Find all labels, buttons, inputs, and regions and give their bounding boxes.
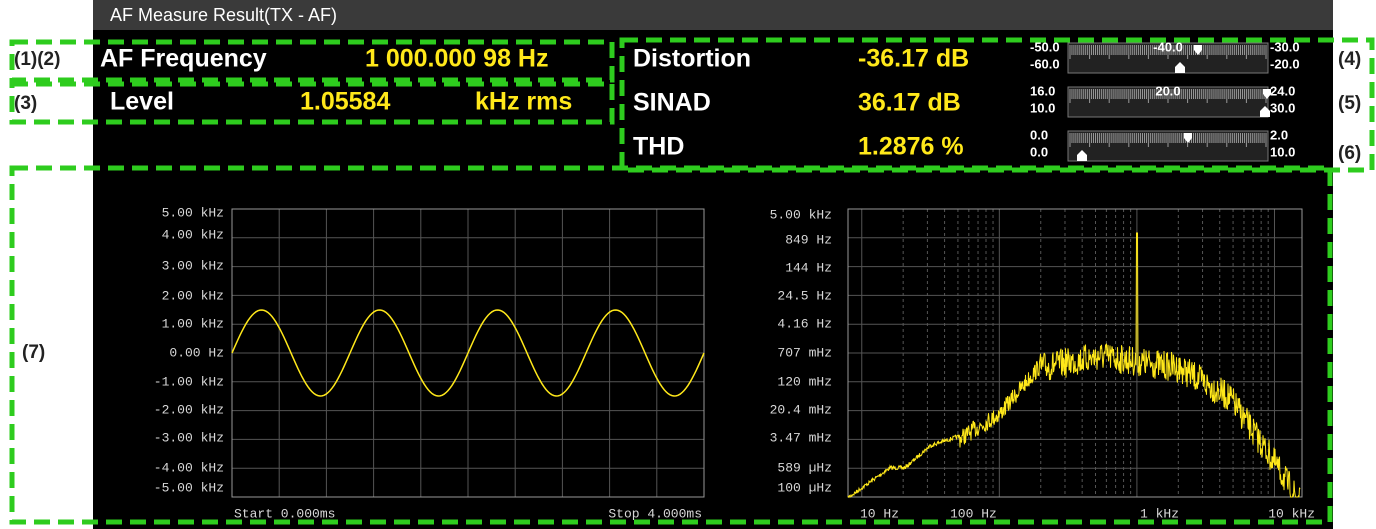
y-label: 4.00 kHz xyxy=(162,227,224,242)
y-label: 2.00 kHz xyxy=(162,288,224,303)
waveform-trace xyxy=(231,309,705,397)
y-label: 100 µHz xyxy=(777,480,832,495)
y-label: 849 Hz xyxy=(785,232,832,247)
scale-label: 0.0 xyxy=(1030,127,1048,142)
y-label: -5.00 kHz xyxy=(154,480,224,495)
y-label: 20.4 mHz xyxy=(770,402,832,417)
pointer xyxy=(1175,62,1185,73)
scale-label: 0.0 xyxy=(1030,144,1048,159)
unit: kHz rms xyxy=(475,88,572,116)
callout: (1)(2) xyxy=(14,49,60,70)
y-label: 4.16 Hz xyxy=(777,316,832,331)
value: 36.17 dB xyxy=(858,89,961,117)
y-label: -2.00 kHz xyxy=(154,402,224,417)
label: Level xyxy=(110,88,174,116)
y-label: 1.00 kHz xyxy=(162,316,224,331)
scale-label: -40.0 xyxy=(1153,39,1183,54)
title: AF Measure Result(TX - AF) xyxy=(110,5,337,25)
scale-label: 16.0 xyxy=(1030,83,1055,98)
y-label: 5.00 kHz xyxy=(770,207,832,222)
pointer xyxy=(1194,45,1202,55)
callout: (6) xyxy=(1338,143,1361,164)
callout-boxes xyxy=(9,37,1375,525)
y-label: 144 Hz xyxy=(785,260,832,275)
y-label: 3.00 kHz xyxy=(162,258,224,273)
value: 1.05584 xyxy=(300,88,390,116)
y-label: 589 µHz xyxy=(777,460,832,475)
spectrum-trace xyxy=(847,232,1301,499)
scale-label: 10.0 xyxy=(1030,100,1055,115)
y-label: 24.5 Hz xyxy=(777,288,832,303)
pointer xyxy=(1263,89,1271,99)
y-label: 0.00 Hz xyxy=(169,345,224,360)
value: 1 000.000 98 Hz xyxy=(365,45,548,73)
y-label: -4.00 kHz xyxy=(154,460,224,475)
scale-label: 10.0 xyxy=(1270,144,1295,159)
callout: (5) xyxy=(1338,93,1361,114)
x-label: 10 kHz xyxy=(1268,506,1315,521)
x-label: Start 0.000ms xyxy=(234,506,335,521)
scale-label: 20.0 xyxy=(1155,83,1180,98)
scale-label: 2.0 xyxy=(1270,127,1288,142)
y-label: 5.00 kHz xyxy=(162,205,224,220)
title-bar xyxy=(93,0,1333,30)
y-label: 3.47 mHz xyxy=(770,430,832,445)
y-label: -3.00 kHz xyxy=(154,430,224,445)
callout: (4) xyxy=(1338,49,1361,70)
value: -36.17 dB xyxy=(858,45,969,73)
value: 1.2876 % xyxy=(858,133,964,161)
scale-label: 24.0 xyxy=(1270,83,1295,98)
scale-label: -50.0 xyxy=(1030,39,1060,54)
callout: (7) xyxy=(22,342,45,363)
label: AF Frequency xyxy=(100,45,267,73)
y-label: -1.00 kHz xyxy=(154,374,224,389)
pointer xyxy=(1184,133,1192,143)
scale-label: -60.0 xyxy=(1030,56,1060,71)
x-label: 1 kHz xyxy=(1140,506,1179,521)
scale-label: 30.0 xyxy=(1270,100,1295,115)
scale-label: -20.0 xyxy=(1270,56,1300,71)
label: THD xyxy=(633,133,684,161)
y-label: 707 mHz xyxy=(777,345,832,360)
y-label: 120 mHz xyxy=(777,374,832,389)
callout: (3) xyxy=(14,93,37,114)
x-label: Stop 4.000ms xyxy=(608,506,702,521)
plot-frame xyxy=(847,208,1303,498)
label: Distortion xyxy=(633,45,751,73)
x-label: 10 Hz xyxy=(860,506,899,521)
x-label: 100 Hz xyxy=(950,506,997,521)
label: SINAD xyxy=(633,89,711,117)
pointer xyxy=(1260,106,1270,117)
pointer xyxy=(1077,150,1087,161)
scale-label: -30.0 xyxy=(1270,39,1300,54)
